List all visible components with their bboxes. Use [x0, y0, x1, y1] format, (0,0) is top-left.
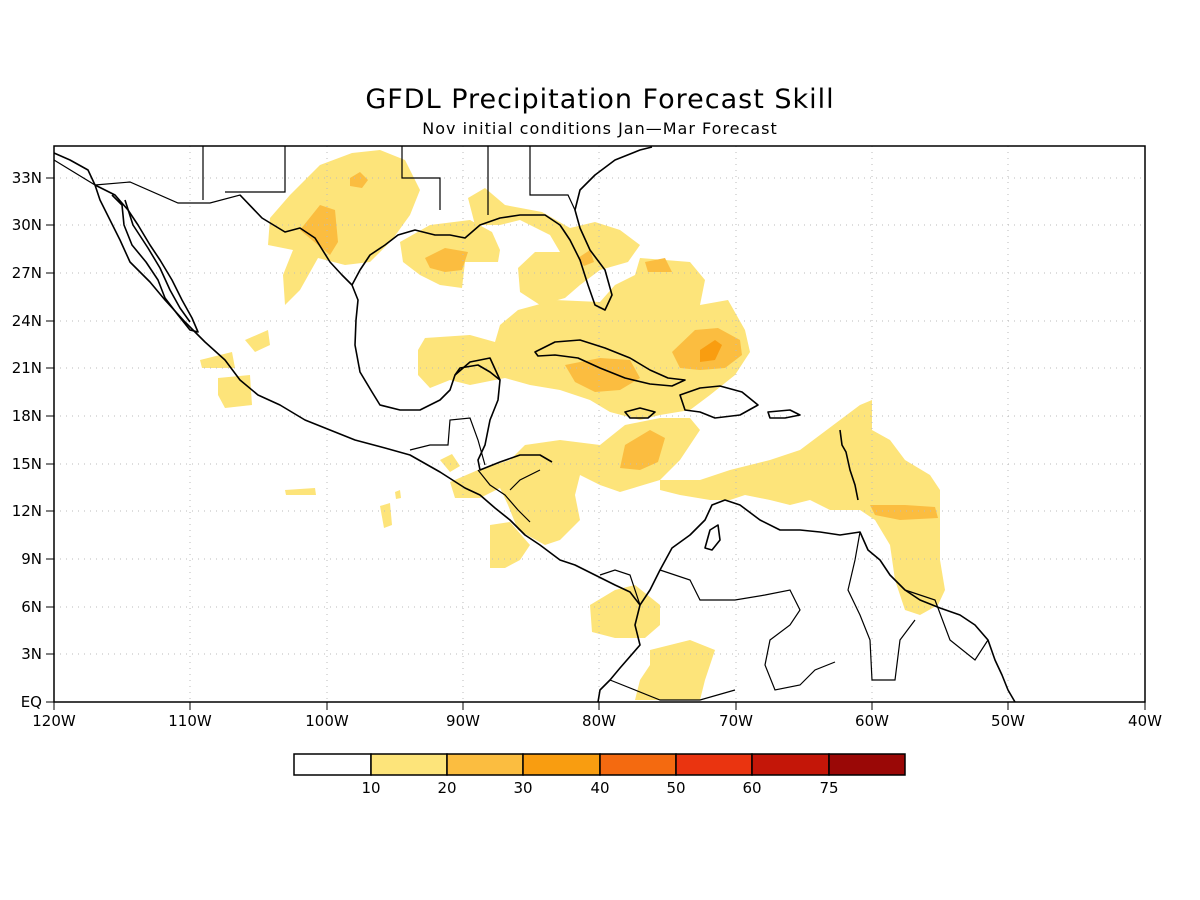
lon-label: 40W — [1128, 712, 1162, 730]
map-title: GFDL Precipitation Forecast Skill — [365, 84, 835, 115]
lat-label: 30N — [12, 216, 42, 234]
skill-level-30-40 — [700, 340, 722, 362]
lat-label: 3N — [21, 645, 42, 663]
latitude-labels: EQ 3N 6N 9N 12N 15N 18N 21N 24N 27N 30N … — [12, 169, 42, 711]
colorbar-label: 30 — [513, 779, 532, 797]
lat-label: 12N — [12, 502, 42, 520]
lon-label: 90W — [446, 712, 480, 730]
lon-label: 80W — [582, 712, 616, 730]
colorbar-label: 60 — [742, 779, 761, 797]
lat-label: 27N — [12, 264, 42, 282]
lat-label: 24N — [12, 312, 42, 330]
lon-label: 70W — [719, 712, 753, 730]
lat-label: 6N — [21, 598, 42, 616]
skill-shading — [200, 150, 945, 700]
colorbar-swatch — [828, 753, 906, 776]
colorbar-swatch — [446, 753, 524, 776]
colorbar-label: 20 — [437, 779, 456, 797]
lat-label: 21N — [12, 359, 42, 377]
longitude-labels: 120W 110W 100W 90W 80W 70W 60W 50W 40W — [32, 712, 1162, 730]
lat-label: 33N — [12, 169, 42, 187]
colorbar-swatch — [370, 753, 448, 776]
lon-label: 100W — [305, 712, 349, 730]
country-borders — [53, 146, 989, 701]
lat-label: EQ — [21, 693, 42, 711]
colorbar-label: 10 — [361, 779, 380, 797]
skill-level-10-20 — [200, 150, 945, 700]
map-subtitle: Nov initial conditions Jan—Mar Forecast — [422, 119, 778, 138]
colorbar-label: 50 — [666, 779, 685, 797]
colorbar-swatch — [293, 753, 372, 776]
lat-label: 15N — [12, 455, 42, 473]
colorbar-label: 40 — [590, 779, 609, 797]
colorbar-swatch — [675, 753, 753, 776]
colorbar-swatch — [751, 753, 830, 776]
lat-label: 18N — [12, 407, 42, 425]
colorbar-swatch — [522, 753, 601, 776]
coastlines — [53, 146, 1016, 703]
lat-label: 9N — [21, 550, 42, 568]
lon-label: 50W — [991, 712, 1025, 730]
lon-label: 60W — [855, 712, 889, 730]
tick-marks — [46, 177, 1146, 710]
colorbar-swatch — [599, 753, 677, 776]
lon-label: 120W — [32, 712, 76, 730]
lon-label: 110W — [168, 712, 212, 730]
colorbar: 10 20 30 40 50 60 75 — [293, 753, 906, 797]
colorbar-label: 75 — [819, 779, 838, 797]
